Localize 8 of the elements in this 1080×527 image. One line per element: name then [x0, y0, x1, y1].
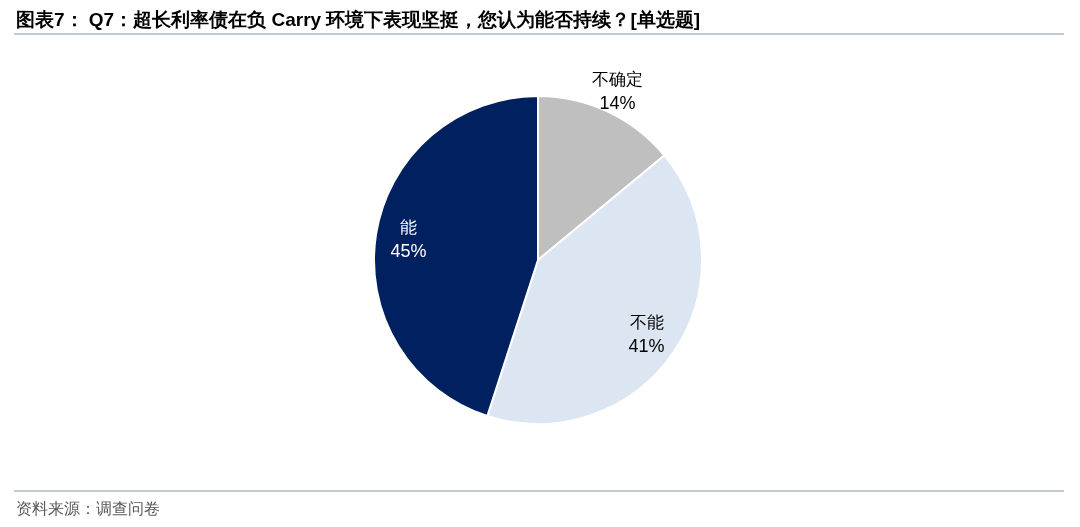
chart-title: 图表7： Q7：超长利率债在负 Carry 环境下表现坚挺，您认为能否持续？[单选题]: [16, 9, 701, 30]
text: 资料来源：调查问卷: [16, 500, 160, 517]
data-label: 41%: [628, 335, 665, 356]
slice-label: 不确定: [592, 69, 644, 89]
slice-label: 能: [399, 218, 417, 238]
data-label: 45%: [390, 241, 427, 262]
data-label: 14%: [599, 92, 636, 113]
slice-label: 不能: [629, 312, 664, 332]
